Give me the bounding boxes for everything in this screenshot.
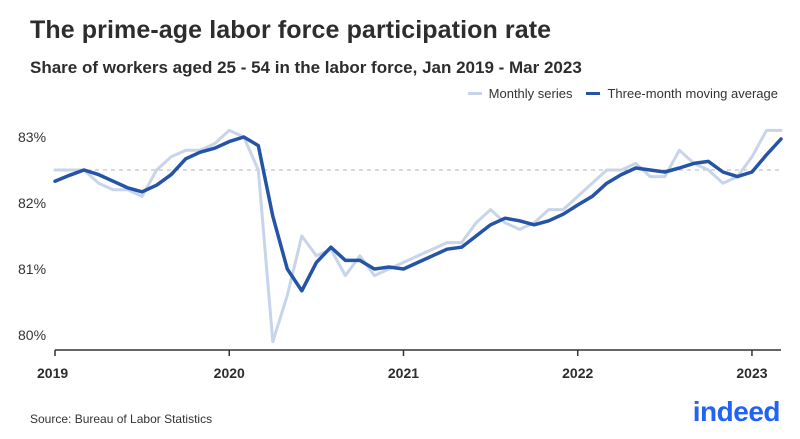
legend-swatch-average <box>586 92 601 95</box>
series-line-moving-average <box>53 135 783 293</box>
y-tick-label-1: 81% <box>18 261 46 277</box>
x-tick-label-1: 2020 <box>214 365 245 381</box>
legend-item-average: Three-month moving average <box>586 86 778 101</box>
legend-label-monthly: Monthly series <box>488 86 573 101</box>
x-tick-label-3: 2022 <box>562 365 593 381</box>
y-tick-label-2: 82% <box>18 195 46 211</box>
y-tick-label-3: 83% <box>18 129 46 145</box>
axis-layer: 80% 81% 82% 83% 2019 2020 2021 2022 2023 <box>18 129 781 381</box>
x-tick-label-0: 2019 <box>37 365 68 381</box>
chart-legend: Monthly series Three-month moving averag… <box>454 86 778 101</box>
x-tick-label-2: 2021 <box>388 365 419 381</box>
indeed-logo: indeed <box>692 396 781 427</box>
x-tick-label-4: 2023 <box>736 365 767 381</box>
legend-swatch-monthly <box>467 92 482 95</box>
legend-label-average: Three-month moving average <box>607 86 778 101</box>
legend-item-monthly: Monthly series <box>467 86 573 101</box>
chart-subtitle: Share of workers aged 25 - 54 in the lab… <box>30 58 582 77</box>
series-layer <box>53 128 783 344</box>
y-tick-label-0: 80% <box>18 327 46 343</box>
source-note: Source: Bureau of Labor Statistics <box>30 412 213 426</box>
series-line-monthly <box>53 128 783 344</box>
chart-title: The prime-age labor force participation … <box>30 16 552 44</box>
